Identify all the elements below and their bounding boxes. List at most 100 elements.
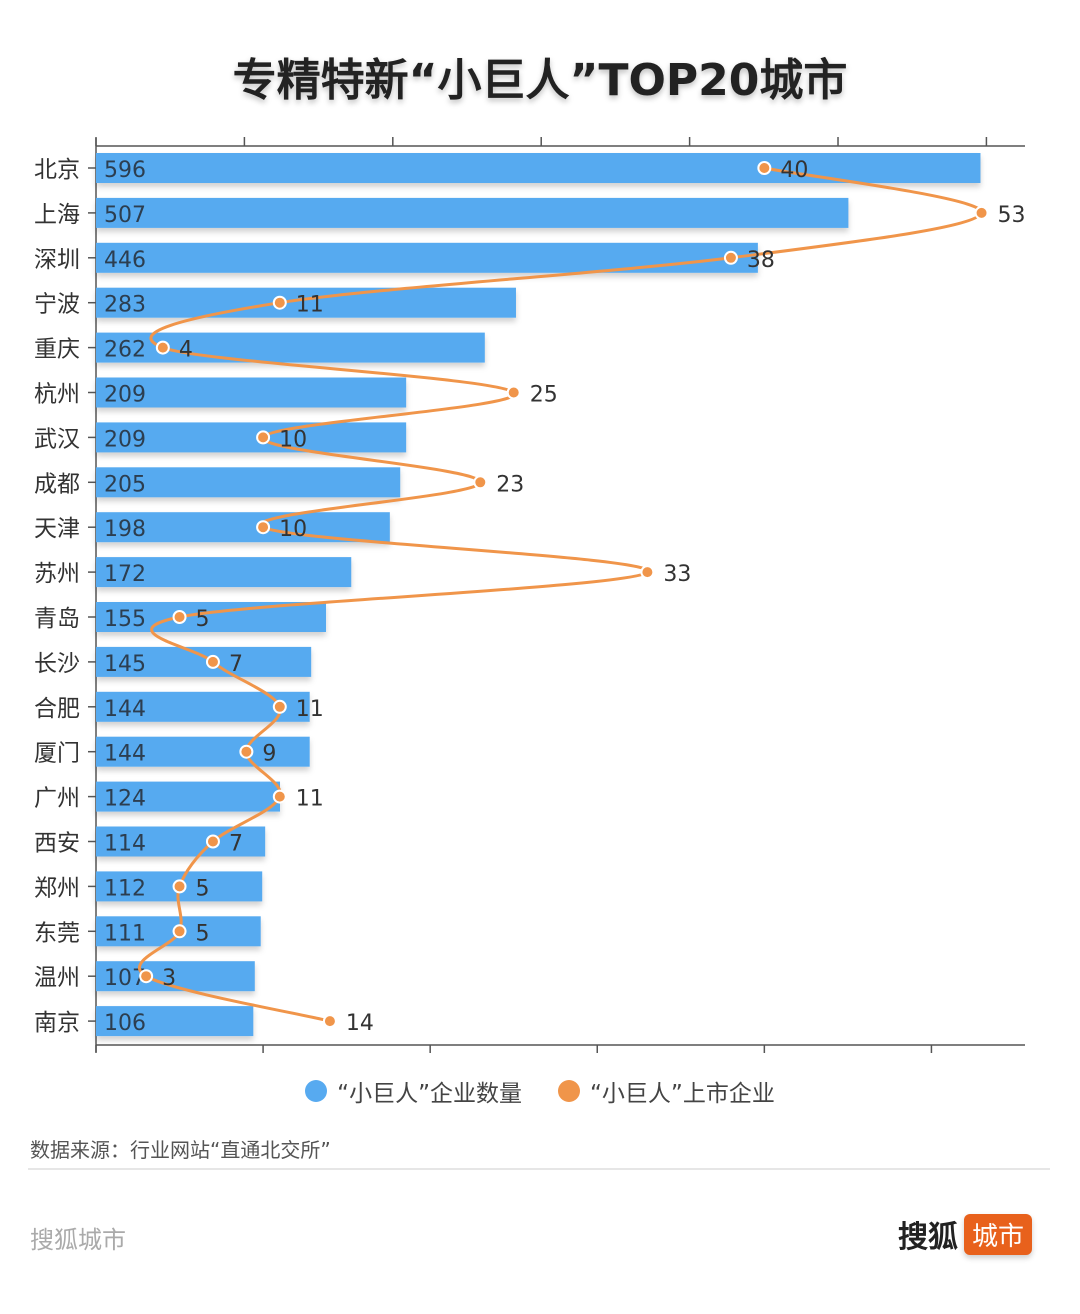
- bar-value-label: 507: [104, 203, 146, 228]
- bar-value-label: 112: [104, 876, 146, 901]
- category-label: 长沙: [34, 651, 80, 677]
- legend-item-line[interactable]: “小巨人”上市企业: [558, 1074, 775, 1108]
- category-label: 苏州: [34, 561, 80, 587]
- line-value-label: 40: [780, 158, 808, 183]
- legend-item-bar[interactable]: “小巨人”企业数量: [305, 1074, 522, 1108]
- line-value-label: 14: [346, 1011, 374, 1036]
- line-value-label: 4: [179, 338, 193, 363]
- line-value-label: 10: [279, 427, 307, 452]
- line-value-label: 23: [496, 472, 524, 497]
- brand-logo-badge: 城市: [964, 1213, 1033, 1255]
- legend-swatch-bar: [305, 1080, 328, 1102]
- line-value-label: 53: [998, 203, 1026, 228]
- category-label: 南京: [34, 1010, 80, 1036]
- bar-value-label: 124: [104, 787, 146, 812]
- brand-logo: 搜狐 城市: [898, 1212, 1033, 1256]
- bar-重庆: [96, 332, 485, 363]
- category-label: 北京: [34, 157, 80, 183]
- line-point-宁波: [272, 295, 287, 310]
- line-point-深圳: [723, 250, 738, 265]
- line-point-南京: [322, 1014, 337, 1029]
- line-value-label: 5: [196, 921, 210, 946]
- legend: “小巨人”企业数量 “小巨人”上市企业: [0, 1074, 1080, 1108]
- bar-value-label: 145: [104, 652, 146, 677]
- category-label: 武汉: [34, 426, 80, 452]
- line-value-label: 5: [196, 607, 210, 632]
- legend-swatch-line: [558, 1080, 580, 1102]
- bar-value-label: 198: [104, 517, 146, 542]
- bar-value-label: 144: [104, 697, 146, 722]
- bar-value-label: 596: [104, 158, 146, 183]
- line-point-杭州: [506, 385, 521, 400]
- line-value-label: 11: [296, 293, 324, 318]
- line-point-郑州: [172, 879, 187, 894]
- bar-天津: [96, 512, 390, 543]
- category-label: 广州: [34, 786, 80, 812]
- bar-value-label: 114: [104, 832, 146, 857]
- line-value-label: 10: [279, 517, 307, 542]
- brand-logo-text: 搜狐: [898, 1220, 958, 1255]
- line-value-label: 9: [262, 742, 276, 767]
- line-point-厦门: [239, 744, 254, 759]
- line-value-label: 11: [296, 787, 324, 812]
- bar-南京: [96, 1006, 254, 1037]
- bar-青岛: [96, 602, 327, 632]
- bar-长沙: [96, 646, 312, 677]
- line-point-长沙: [205, 654, 220, 669]
- legend-label-bar: “小巨人”企业数量: [337, 1081, 522, 1107]
- bar-西安: [96, 826, 266, 857]
- bar-上海: [96, 197, 849, 228]
- line-value-label: 3: [162, 966, 176, 991]
- source-note: 数据来源：行业网站“直通北交所”: [30, 1138, 331, 1162]
- category-label: 西安: [34, 831, 80, 857]
- bar-苏州: [96, 557, 352, 588]
- footer-watermark: 搜狐城市: [30, 1226, 126, 1254]
- line-point-天津: [256, 520, 271, 535]
- line-point-上海: [974, 205, 989, 220]
- line-point-广州: [272, 789, 287, 804]
- line-point-温州: [139, 969, 154, 984]
- bar-value-label: 205: [104, 472, 146, 497]
- bar-value-label: 209: [104, 427, 146, 452]
- line-point-武汉: [256, 430, 271, 445]
- category-label: 合肥: [34, 696, 80, 722]
- bar-value-label: 111: [104, 921, 146, 946]
- bar-成都: [96, 467, 401, 498]
- line-value-label: 25: [530, 383, 558, 408]
- legend-label-line: “小巨人”上市企业: [590, 1081, 775, 1107]
- bar-北京: [96, 153, 981, 183]
- chart-plot: 北京 596 上海 507 深圳 446 宁波 283 重庆 262 杭州 209 武汉 209 成都 205…: [34, 137, 1026, 1053]
- line-value-label: 5: [196, 876, 210, 901]
- bar-value-label: 209: [104, 383, 146, 408]
- line-point-苏州: [640, 565, 655, 580]
- line-point-北京: [757, 161, 772, 175]
- bar-杭州: [96, 377, 407, 408]
- bar-value-label: 144: [104, 742, 146, 767]
- bar-value-label: 262: [104, 338, 146, 363]
- bar-value-label: 106: [104, 1011, 146, 1036]
- line-value-label: 38: [747, 248, 775, 273]
- category-label: 天津: [34, 516, 80, 542]
- category-label: 杭州: [34, 382, 80, 408]
- bar-value-label: 446: [104, 248, 146, 273]
- line-point-重庆: [155, 340, 170, 355]
- line-value-label: 11: [296, 697, 324, 722]
- bar-厦门: [96, 736, 310, 767]
- line-value-label: 33: [663, 562, 691, 587]
- line-point-青岛: [172, 610, 187, 624]
- bar-宁波: [96, 287, 516, 318]
- chart-title: 专精特新“小巨人”TOP20城市: [232, 55, 848, 106]
- bar-武汉: [96, 422, 407, 453]
- line-point-合肥: [272, 699, 287, 714]
- category-label: 上海: [34, 202, 80, 228]
- category-label: 重庆: [34, 337, 80, 363]
- category-label: 厦门: [34, 741, 80, 767]
- line-value-label: 7: [229, 652, 243, 677]
- category-label: 青岛: [34, 606, 80, 632]
- bar-深圳: [96, 242, 758, 273]
- divider: [28, 1168, 1050, 1170]
- category-label: 深圳: [34, 247, 80, 273]
- bar-value-label: 283: [104, 293, 146, 318]
- category-label: 东莞: [34, 920, 80, 946]
